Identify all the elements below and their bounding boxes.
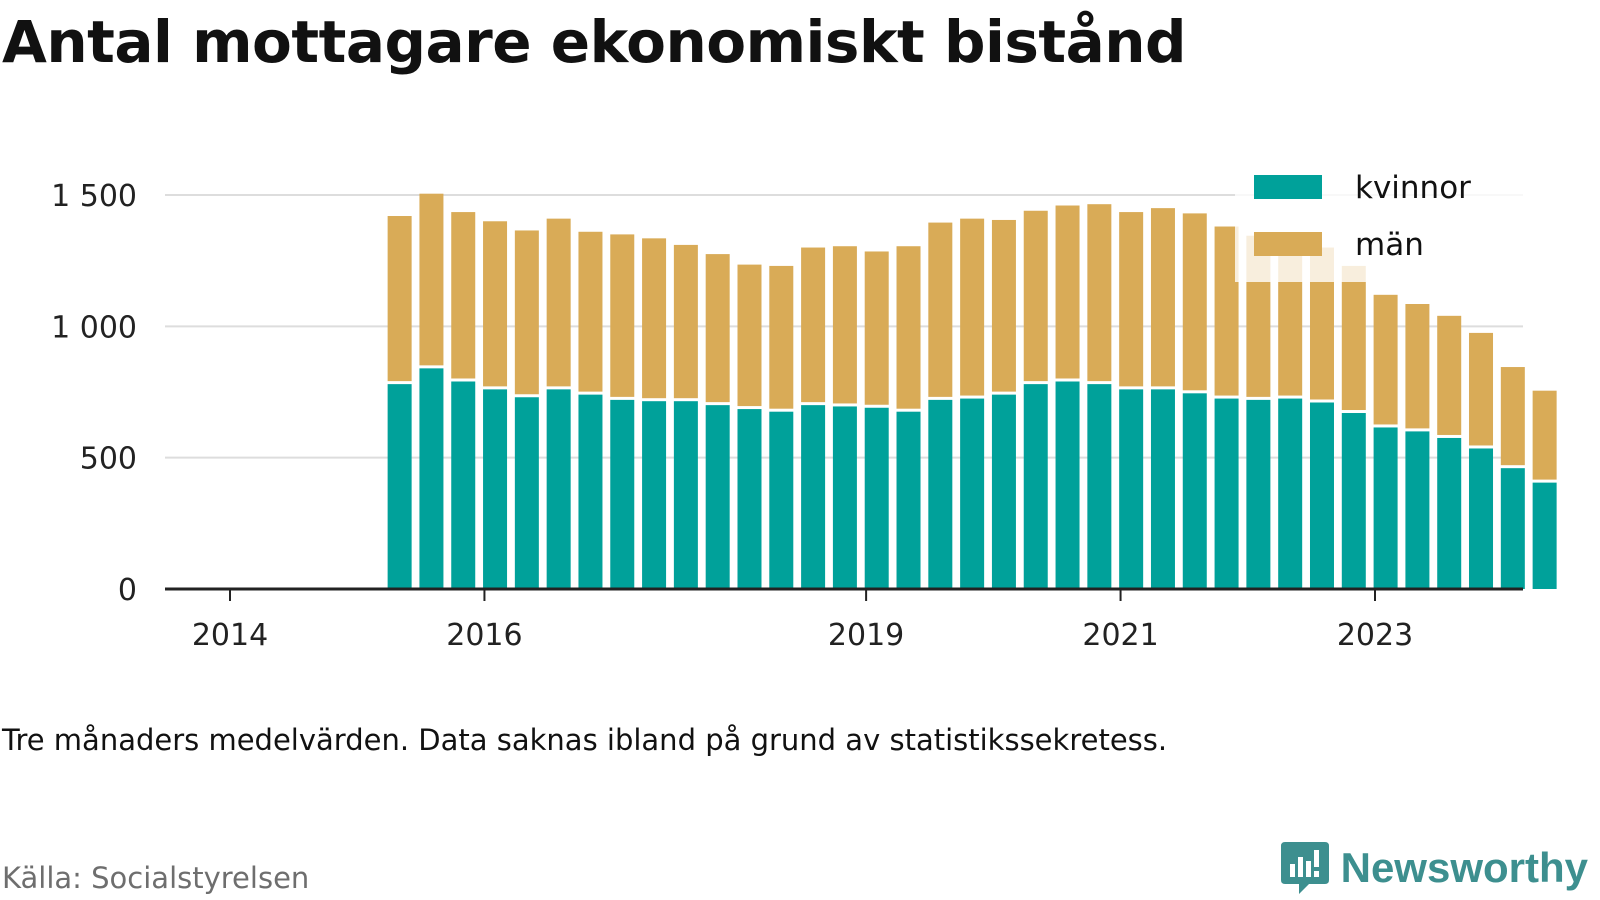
bar-kvinnor[interactable] (1532, 482, 1557, 589)
bar-man[interactable] (960, 218, 985, 396)
bar-kvinnor[interactable] (1373, 427, 1398, 589)
bar-man[interactable] (642, 238, 667, 399)
bar-man[interactable] (896, 246, 921, 409)
bar-man[interactable] (928, 222, 953, 397)
bar-man[interactable] (1214, 226, 1239, 396)
bar-man[interactable] (514, 230, 539, 395)
bar-kvinnor[interactable] (483, 389, 508, 589)
bar-kvinnor[interactable] (737, 409, 762, 589)
bars (387, 193, 1557, 589)
bar-kvinnor[interactable] (1055, 381, 1080, 589)
x-tick-label: 2019 (828, 618, 904, 653)
bar-kvinnor[interactable] (1087, 384, 1112, 589)
bar-kvinnor[interactable] (705, 405, 730, 589)
bar-man[interactable] (578, 231, 603, 392)
bar-man[interactable] (451, 212, 476, 379)
bar-man[interactable] (387, 216, 412, 382)
bar-man[interactable] (1437, 315, 1462, 435)
x-tick-label: 2021 (1082, 618, 1158, 653)
y-tick-label: 500 (80, 442, 137, 477)
brand-name: Newsworthy (1340, 844, 1588, 891)
bar-kvinnor[interactable] (1500, 468, 1525, 589)
bar-kvinnor[interactable] (1119, 389, 1144, 589)
bar-man[interactable] (1119, 212, 1144, 387)
bar-kvinnor[interactable] (1023, 384, 1048, 589)
bar-man[interactable] (769, 265, 794, 409)
bar-man[interactable] (801, 247, 826, 403)
legend-swatch-kvinnor[interactable] (1254, 175, 1322, 199)
chart-note: Tre månaders medelvärden. Data saknas ib… (2, 723, 1168, 757)
y-tick-label: 0 (118, 573, 137, 608)
bar-kvinnor[interactable] (1309, 402, 1334, 589)
bar-kvinnor[interactable] (419, 368, 444, 589)
bar-kvinnor[interactable] (991, 394, 1016, 589)
bar-kvinnor[interactable] (1182, 393, 1207, 589)
bar-man[interactable] (1055, 205, 1080, 379)
x-tick-label: 2014 (192, 618, 268, 653)
bar-kvinnor[interactable] (832, 406, 857, 589)
bar-kvinnor[interactable] (864, 407, 889, 589)
source-text: Källa: Socialstyrelsen (2, 861, 310, 895)
y-tick-label: 1 000 (51, 310, 137, 345)
bar-man[interactable] (483, 221, 508, 387)
bar-man[interactable] (1023, 210, 1048, 382)
bar-kvinnor[interactable] (610, 399, 635, 589)
bar-man[interactable] (1341, 265, 1366, 411)
chart-title: Antal mottagare ekonomiskt bistånd (2, 8, 1187, 76)
bar-man[interactable] (1532, 390, 1557, 480)
bar-kvinnor[interactable] (1341, 413, 1366, 589)
bar-man[interactable] (610, 234, 635, 397)
bar-kvinnor[interactable] (546, 389, 571, 589)
y-tick-label: 1 500 (51, 179, 137, 214)
bar-man[interactable] (832, 246, 857, 404)
bar-man[interactable] (1500, 367, 1525, 466)
legend-label-man[interactable]: män (1355, 227, 1424, 263)
bar-kvinnor[interactable] (960, 398, 985, 589)
bar-kvinnor[interactable] (673, 401, 698, 589)
bar-kvinnor[interactable] (514, 397, 539, 589)
legend-swatch-man[interactable] (1254, 232, 1322, 256)
bar-man[interactable] (864, 251, 889, 405)
bar-kvinnor[interactable] (1214, 398, 1239, 589)
bar-man[interactable] (1182, 213, 1207, 391)
bar-kvinnor[interactable] (801, 405, 826, 589)
bar-kvinnor[interactable] (928, 399, 953, 589)
bar-kvinnor[interactable] (769, 411, 794, 589)
bar-man[interactable] (1405, 304, 1430, 429)
bar-man[interactable] (1469, 332, 1494, 446)
brand-logo[interactable]: Newsworthy (1279, 840, 1588, 896)
bar-man[interactable] (419, 193, 444, 366)
bar-man[interactable] (991, 219, 1016, 392)
bar-kvinnor[interactable] (896, 411, 921, 589)
bar-kvinnor[interactable] (1437, 437, 1462, 589)
bar-chart-speech-bubble-icon (1280, 842, 1329, 894)
bar-kvinnor[interactable] (387, 384, 412, 589)
bar-man[interactable] (546, 218, 571, 387)
bar-man[interactable] (1087, 204, 1112, 382)
x-tick-label: 2016 (446, 618, 522, 653)
bar-man[interactable] (737, 264, 762, 407)
bar-kvinnor[interactable] (1150, 389, 1175, 589)
bar-kvinnor[interactable] (642, 401, 667, 589)
bar-man[interactable] (673, 244, 698, 399)
bar-man[interactable] (1373, 294, 1398, 425)
bar-kvinnor[interactable] (1405, 431, 1430, 589)
legend: kvinnor män (1235, 162, 1535, 282)
bar-kvinnor[interactable] (1246, 399, 1271, 589)
legend-label-kvinnor[interactable]: kvinnor (1355, 170, 1471, 206)
bar-kvinnor[interactable] (1469, 448, 1494, 589)
y-axis: 0 500 1 000 1 500 (51, 179, 137, 608)
bar-kvinnor[interactable] (578, 394, 603, 589)
x-tick-label: 2023 (1337, 618, 1413, 653)
bar-kvinnor[interactable] (451, 381, 476, 589)
bar-man[interactable] (705, 254, 730, 403)
x-axis: 2014 2016 2019 2021 2023 (165, 587, 1523, 653)
bar-kvinnor[interactable] (1278, 398, 1303, 589)
bar-man[interactable] (1150, 208, 1175, 387)
